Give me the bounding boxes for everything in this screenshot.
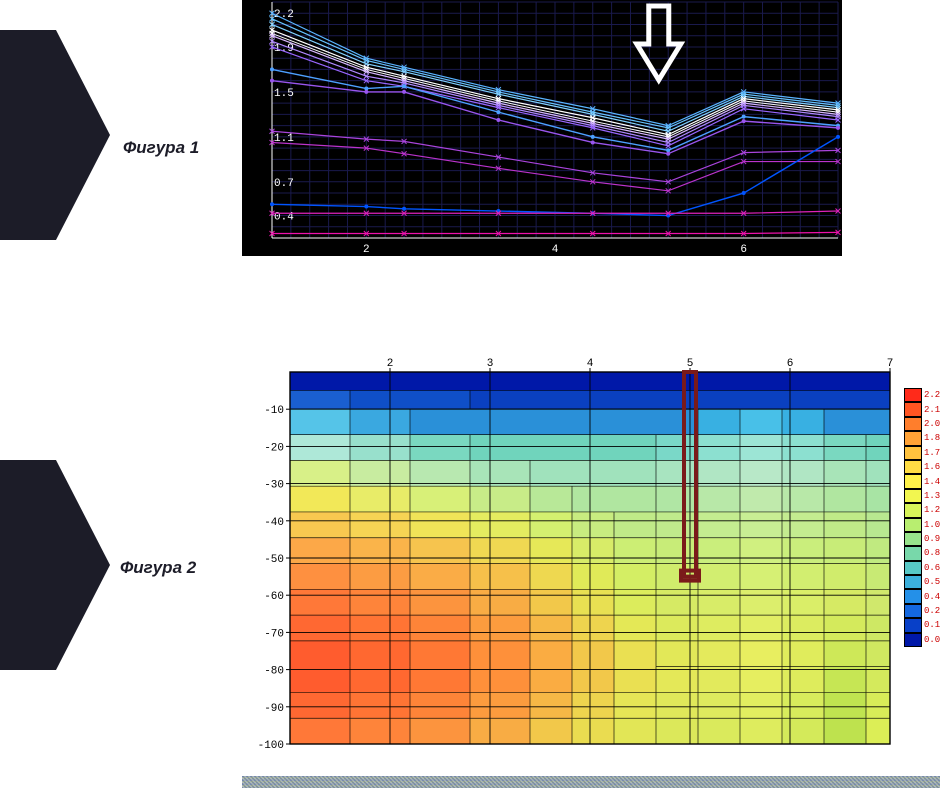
legend-row: 1.48 xyxy=(904,474,940,488)
line-chart-fig1: 0.40.71.11.51.92.2246 xyxy=(242,0,842,256)
legend-value: 0.54 xyxy=(924,577,940,587)
svg-text:1.5: 1.5 xyxy=(274,88,294,100)
legend-row: 0.67 xyxy=(904,561,940,575)
legend-swatch xyxy=(904,460,922,474)
legend-value: 2.01 xyxy=(924,419,940,429)
legend-value: 1.88 xyxy=(924,433,940,443)
line-chart-svg: 0.40.71.11.51.92.2246 xyxy=(242,0,842,256)
legend-swatch xyxy=(904,575,922,589)
legend-row: 1.61 xyxy=(904,460,940,474)
legend-swatch xyxy=(904,388,922,402)
legend-value: 1.74 xyxy=(924,448,940,458)
svg-text:-20: -20 xyxy=(264,442,284,454)
svg-text:-80: -80 xyxy=(264,666,284,678)
chevron-fig1 xyxy=(0,30,110,240)
fig2-label: Фигура 2 xyxy=(120,558,196,578)
legend-swatch xyxy=(904,446,922,460)
legend-value: 2.28 xyxy=(924,390,940,400)
legend-value: 0.40 xyxy=(924,592,940,602)
legend-swatch xyxy=(904,633,922,647)
legend-value: 0.27 xyxy=(924,606,940,616)
chevron-fig2 xyxy=(0,460,110,670)
legend-swatch xyxy=(904,604,922,618)
legend-value: 0.94 xyxy=(924,534,940,544)
svg-text:-40: -40 xyxy=(264,517,284,529)
legend-row: 0.81 xyxy=(904,546,940,560)
legend-value: 1.61 xyxy=(924,462,940,472)
legend-swatch xyxy=(904,474,922,488)
legend-row: 1.07 xyxy=(904,518,940,532)
legend-swatch xyxy=(904,417,922,431)
legend-row: 0.00 xyxy=(904,633,940,647)
contour-chart-svg: -10-20-30-40-50-60-70-80-90-100234567 xyxy=(242,352,940,752)
noise-strip xyxy=(242,776,940,788)
svg-text:-90: -90 xyxy=(264,703,284,715)
legend-swatch xyxy=(904,518,922,532)
legend-row: 1.21 xyxy=(904,503,940,517)
legend-row: 0.40 xyxy=(904,589,940,603)
svg-text:6: 6 xyxy=(740,244,747,256)
legend-row: 1.88 xyxy=(904,431,940,445)
contour-chart-fig2: -10-20-30-40-50-60-70-80-90-100234567 xyxy=(242,352,940,752)
svg-text:4: 4 xyxy=(552,244,559,256)
legend-row: 0.54 xyxy=(904,575,940,589)
legend-row: 2.15 xyxy=(904,402,940,416)
legend-swatch xyxy=(904,589,922,603)
legend-value: 1.48 xyxy=(924,477,940,487)
legend-row: 1.74 xyxy=(904,446,940,460)
colorbar-legend: 2.28 2.15 2.01 1.88 1.74 1.61 1.48 1.34 1.21 1.07… xyxy=(904,388,940,647)
legend-row: 0.27 xyxy=(904,604,940,618)
legend-value: 0.81 xyxy=(924,548,940,558)
legend-swatch xyxy=(904,618,922,632)
legend-value: 2.15 xyxy=(924,405,940,415)
svg-text:2: 2 xyxy=(363,244,370,256)
legend-row: 2.01 xyxy=(904,417,940,431)
svg-text:-10: -10 xyxy=(264,405,284,417)
legend-value: 0.00 xyxy=(924,635,940,645)
legend-row: 0.94 xyxy=(904,532,940,546)
legend-row: 2.28 xyxy=(904,388,940,402)
svg-text:-30: -30 xyxy=(264,480,284,492)
fig1-label: Фигура 1 xyxy=(123,138,199,158)
svg-text:-70: -70 xyxy=(264,628,284,640)
legend-swatch xyxy=(904,546,922,560)
legend-value: 1.21 xyxy=(924,505,940,515)
svg-text:0.7: 0.7 xyxy=(274,178,294,190)
legend-swatch xyxy=(904,402,922,416)
legend-row: 0.13 xyxy=(904,618,940,632)
legend-row: 1.34 xyxy=(904,489,940,503)
legend-swatch xyxy=(904,431,922,445)
svg-text:-60: -60 xyxy=(264,591,284,603)
legend-swatch xyxy=(904,561,922,575)
legend-value: 0.67 xyxy=(924,563,940,573)
svg-text:-100: -100 xyxy=(258,740,284,752)
legend-value: 1.07 xyxy=(924,520,940,530)
legend-swatch xyxy=(904,532,922,546)
legend-value: 1.34 xyxy=(924,491,940,501)
legend-swatch xyxy=(904,503,922,517)
legend-swatch xyxy=(904,489,922,503)
legend-value: 0.13 xyxy=(924,620,940,630)
svg-text:-50: -50 xyxy=(264,554,284,566)
